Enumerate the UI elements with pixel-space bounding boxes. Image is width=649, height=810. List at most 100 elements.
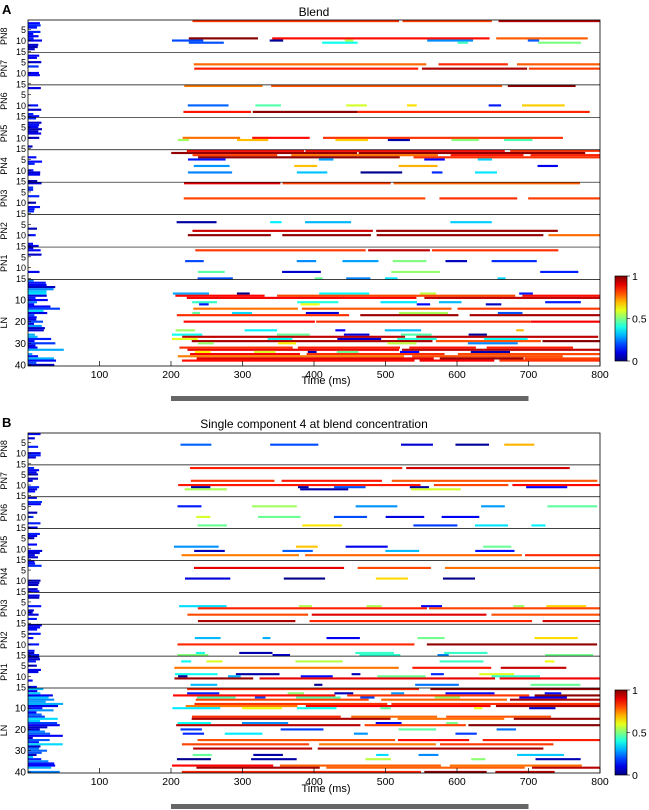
heat-cell xyxy=(504,443,535,446)
heat-cell xyxy=(277,294,516,297)
heat-cell xyxy=(28,39,42,42)
heat-cell xyxy=(28,679,33,682)
heat-cell xyxy=(421,67,528,70)
heat-cell xyxy=(28,318,37,321)
heat-cell xyxy=(194,702,388,705)
heat-cell xyxy=(534,637,578,640)
heat-cell xyxy=(319,292,370,295)
y-tick-label: 5 xyxy=(21,502,26,512)
heat-cell xyxy=(183,110,251,113)
y-tick-label: 10 xyxy=(16,608,26,618)
heat-cell xyxy=(491,260,537,263)
heat-cell xyxy=(471,758,486,761)
y-tick-label: 20 xyxy=(15,725,27,736)
heat-cell xyxy=(391,702,600,705)
heat-cell xyxy=(28,355,39,358)
heat-cell xyxy=(410,488,461,491)
heat-cell xyxy=(28,711,37,714)
heat-cell xyxy=(445,566,600,569)
heat-cell xyxy=(380,301,417,304)
heat-cell xyxy=(455,732,477,735)
heat-cell xyxy=(282,270,321,274)
heat-cell xyxy=(254,696,266,699)
heat-cell xyxy=(334,486,366,489)
heat-cell xyxy=(28,709,54,712)
heat-cell xyxy=(412,666,492,669)
y-tick-label: 10 xyxy=(16,133,26,143)
heat-cell xyxy=(291,154,438,157)
heat-cell xyxy=(192,20,399,23)
y-tick-label: 5 xyxy=(21,661,26,671)
heat-cell xyxy=(28,596,40,599)
heat-cell xyxy=(28,329,44,332)
y-tick-label: 5 xyxy=(21,438,26,448)
heat-cell xyxy=(343,333,370,336)
heat-cell xyxy=(28,208,35,211)
heat-cell xyxy=(451,138,479,142)
heat-cell xyxy=(300,303,320,306)
x-tick-label: 400 xyxy=(305,369,323,381)
heat-cell xyxy=(28,335,38,338)
heat-cell xyxy=(297,301,339,304)
heat-cell xyxy=(28,758,42,761)
heat-cell xyxy=(28,745,41,748)
heat-cell xyxy=(449,764,582,767)
heat-cell xyxy=(491,613,600,616)
heat-cell xyxy=(28,643,40,646)
y-tick-label: 15 xyxy=(16,682,26,692)
heat-cell xyxy=(384,277,398,280)
heat-cell xyxy=(28,205,41,209)
heat-cell xyxy=(28,660,36,663)
heat-cell xyxy=(28,719,41,722)
heat-cell xyxy=(185,705,298,708)
heat-cell xyxy=(185,260,204,263)
heat-cell xyxy=(28,770,60,773)
heat-cell xyxy=(194,67,419,70)
heat-cell xyxy=(333,515,368,518)
heat-cell xyxy=(282,182,391,185)
heat-cell xyxy=(446,722,458,725)
y-tick-label: 10 xyxy=(16,68,26,78)
heat-cell xyxy=(283,577,326,580)
heat-cell xyxy=(171,151,358,155)
heat-cell xyxy=(297,486,309,489)
heat-cell xyxy=(28,700,46,703)
colorbar xyxy=(614,275,628,362)
heat-cell xyxy=(467,342,518,345)
heat-cell xyxy=(528,67,600,70)
heat-cell xyxy=(475,171,497,174)
heat-cell xyxy=(279,764,441,767)
x-tick-label: 100 xyxy=(91,776,109,788)
heat-cell xyxy=(485,303,502,306)
heat-cell xyxy=(445,692,495,695)
heat-cell xyxy=(486,346,574,349)
heat-cell xyxy=(28,337,52,341)
heat-cell xyxy=(28,26,37,29)
heat-cell xyxy=(178,675,188,678)
heat-cell xyxy=(391,692,405,695)
y-tick-label: 5 xyxy=(21,187,26,197)
heat-cell xyxy=(190,683,218,686)
heat-cell xyxy=(28,486,40,489)
heat-cell xyxy=(437,654,449,657)
heat-cell xyxy=(28,247,34,250)
heat-cell xyxy=(28,762,55,765)
heat-cell xyxy=(192,301,217,304)
heat-cell xyxy=(178,484,421,487)
heat-cell xyxy=(197,739,396,742)
heat-cell xyxy=(267,337,293,341)
heat-cell xyxy=(269,39,284,42)
heat-cell xyxy=(188,158,226,161)
heat-cell xyxy=(544,660,555,663)
heat-cell xyxy=(359,654,401,657)
heat-cell xyxy=(300,488,349,491)
heat-cell xyxy=(191,486,211,489)
heat-cell xyxy=(360,314,459,317)
heat-cell xyxy=(305,311,339,315)
heat-cell xyxy=(28,479,33,482)
heat-cell xyxy=(28,624,42,627)
heat-cell xyxy=(28,437,35,440)
heat-cell xyxy=(252,110,358,113)
heat-cell xyxy=(28,298,48,302)
heat-cell xyxy=(192,311,201,315)
